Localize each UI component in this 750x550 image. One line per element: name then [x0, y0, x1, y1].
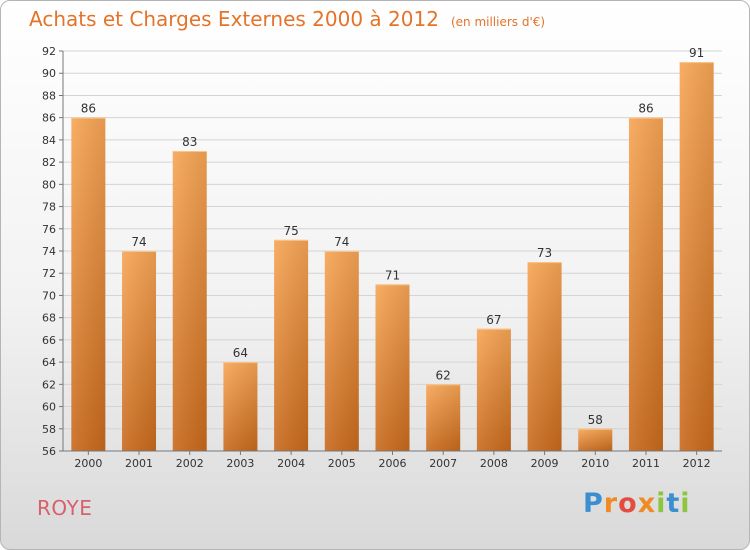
y-tick-label: 68	[42, 312, 56, 325]
data-label: 71	[385, 268, 400, 282]
y-tick-label: 66	[42, 334, 56, 347]
bar-shade	[628, 117, 663, 452]
x-tick-label: 2012	[683, 457, 711, 470]
x-tick-label: 2009	[531, 457, 559, 470]
x-tick-label: 2000	[74, 457, 102, 470]
bar-shade	[274, 239, 309, 451]
y-tick-label: 78	[42, 201, 56, 214]
x-tick-label: 2007	[429, 457, 457, 470]
x-tick-label: 2006	[379, 457, 407, 470]
data-label: 91	[689, 46, 704, 60]
x-tick-label: 2004	[277, 457, 305, 470]
y-tick-label: 72	[42, 267, 56, 280]
bar-shade	[578, 428, 613, 451]
y-tick-label: 90	[42, 67, 56, 80]
data-label: 86	[81, 102, 96, 116]
bars-group	[71, 62, 714, 452]
y-tick-label: 58	[42, 423, 56, 436]
x-tick-label: 2005	[328, 457, 356, 470]
y-tick-label: 88	[42, 89, 56, 102]
x-tick-label: 2008	[480, 457, 508, 470]
bar-shade	[426, 384, 461, 451]
axes-group	[59, 50, 722, 455]
commune-name: ROYE	[37, 496, 93, 520]
y-tick-label: 62	[42, 378, 56, 391]
x-tick-label: 2002	[176, 457, 204, 470]
y-tick-label: 60	[42, 401, 56, 414]
y-tick-label: 92	[42, 45, 56, 58]
bar-shade	[324, 251, 359, 451]
y-tick-label: 74	[42, 245, 56, 258]
chart-title: Achats et Charges Externes 2000 à 2012 (e…	[29, 7, 545, 31]
data-label: 64	[233, 346, 248, 360]
y-tick-label: 84	[42, 134, 56, 147]
bar-shade	[223, 362, 258, 451]
data-label: 74	[131, 235, 146, 249]
bar-shade	[476, 328, 511, 451]
y-tick-label: 82	[42, 156, 56, 169]
y-tick-label: 56	[42, 445, 56, 458]
data-label: 73	[537, 246, 552, 260]
data-label: 67	[486, 313, 501, 327]
data-label: 75	[283, 224, 298, 238]
y-tick-label: 76	[42, 223, 56, 236]
labels-group: 56 58 60 62 64 66 68 70 72 74 76 78 80 82 84 86 88 90 92 86…	[42, 45, 711, 470]
bar-shade	[122, 251, 157, 451]
chart-unit: (en milliers d'€)	[450, 15, 546, 29]
bar-shade	[375, 284, 410, 451]
y-tick-label: 86	[42, 112, 56, 125]
data-label: 74	[334, 235, 349, 249]
proxiti-logo: Proxiti	[583, 488, 691, 519]
data-label: 58	[588, 413, 603, 427]
x-tick-label: 2003	[226, 457, 254, 470]
data-label: 86	[638, 102, 653, 116]
bar-shade	[172, 151, 207, 451]
bar-shade	[527, 262, 562, 451]
x-tick-label: 2011	[632, 457, 660, 470]
data-label: 83	[182, 135, 197, 149]
x-tick-label: 2010	[581, 457, 609, 470]
x-tick-label: 2001	[125, 457, 153, 470]
chart-title-text: Achats et Charges Externes 2000 à 2012	[29, 7, 439, 31]
bar-shade	[71, 117, 106, 452]
y-tick-label: 64	[42, 356, 56, 369]
y-tick-label: 70	[42, 289, 56, 302]
bar-shade	[679, 62, 714, 451]
data-label: 62	[436, 368, 451, 382]
y-tick-label: 80	[42, 178, 56, 191]
